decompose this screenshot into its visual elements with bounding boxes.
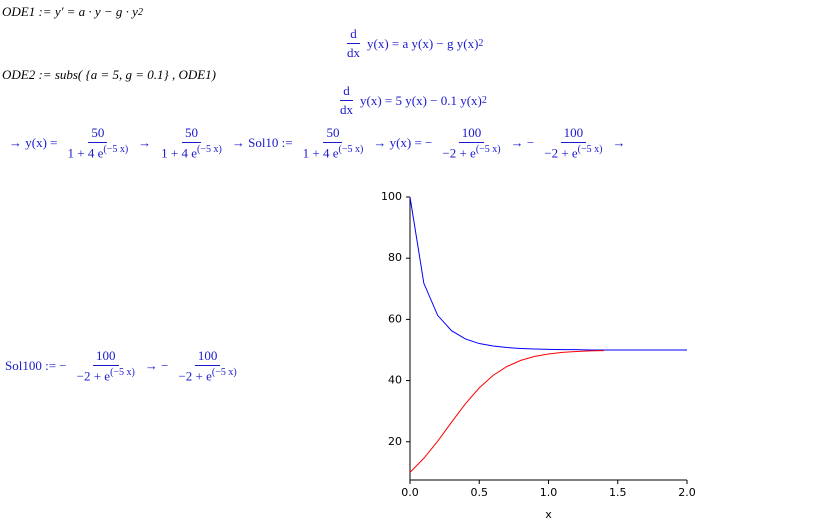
ode2-input: ODE2 := subs( {a = 5, g = 0.1} , ODE1) (2, 67, 216, 83)
ode2-output: d dx y(x) = 5 y(x) − 0.1 y(x) 2 (333, 83, 487, 118)
text: dx (340, 102, 353, 117)
derivative: d dx (337, 83, 356, 118)
y-tick-label: 80 (388, 251, 402, 264)
exponent: 2 (481, 95, 487, 106)
x-tick-label: 1.5 (609, 486, 627, 499)
prefix: → y(x) = − (373, 135, 433, 151)
prefix: → (138, 135, 152, 151)
text: d (347, 26, 360, 44)
exponent: 2 (478, 38, 484, 49)
y-tick-label: 40 (388, 374, 402, 387)
text: −2 + e (178, 368, 212, 384)
prefix: → − (510, 135, 535, 151)
fraction: 50 1 + 4 e(−5 x) (300, 125, 367, 161)
y-tick-label: 20 (388, 435, 402, 448)
fraction: 100 −2 + e(−5 x) (541, 125, 605, 161)
exponent: (−5 x) (577, 144, 603, 155)
text: −2 + e (76, 368, 111, 384)
exponent: (−5 x) (338, 144, 364, 155)
y-tick-label: 60 (388, 312, 402, 325)
exponent: (−5 x) (103, 144, 129, 155)
arrow: → (612, 135, 626, 151)
y-tick-label: 100 (381, 190, 402, 203)
ode1-output: d dx y(x) = a y(x) − g y(x) 2 (340, 26, 483, 61)
line (409, 350, 604, 473)
text: 1 + 4 e (161, 145, 198, 161)
text: y(x) = 5 y(x) − 0.1 y(x) (360, 92, 482, 108)
exponent: (−5 x) (197, 144, 222, 155)
exponent: 2 (137, 6, 143, 18)
denominator: −2 + e(−5 x) (541, 143, 605, 161)
prefix: → y(x) = (9, 135, 58, 151)
x-axis-label: x (545, 508, 552, 521)
numerator: 50 (323, 125, 343, 143)
numerator: 100 (560, 125, 587, 143)
prefix: → − (144, 358, 169, 374)
denominator: −2 + e(−5 x) (74, 366, 138, 384)
exponent: (−5 x) (475, 144, 501, 155)
denominator: −2 + e(−5 x) (439, 143, 503, 161)
fraction: 50 1 + 4 e(−5 x) (158, 125, 225, 161)
text: ODE2 := subs( {a = 5, g = 0.1} , ODE1) (2, 67, 217, 82)
numerator: 50 (88, 125, 108, 143)
denominator: 1 + 4 e(−5 x) (300, 143, 367, 161)
text: 1 + 4 e (302, 145, 339, 161)
text: −2 + e (442, 145, 476, 161)
denominator: −2 + e(−5 x) (175, 366, 239, 384)
fraction: 100 −2 + e(−5 x) (439, 125, 503, 161)
fraction: 50 1 + 4 e(−5 x) (65, 125, 132, 161)
line (409, 196, 687, 351)
text: 1 + 4 e (67, 145, 104, 161)
text: dx (347, 45, 360, 60)
x-tick-label: 2.0 (678, 486, 696, 499)
prefix: → Sol10 := (231, 135, 293, 151)
fraction: 100 −2 + e(−5 x) (175, 348, 239, 384)
exponent: (−5 x) (211, 367, 237, 378)
text: ODE1 := y' = a · y − g · y (2, 4, 138, 19)
derivative: d dx (344, 26, 363, 61)
x-tick-label: 0.0 (401, 486, 419, 499)
text: y(x) = a y(x) − g y(x) (367, 35, 479, 51)
x-tick-label: 1.0 (540, 486, 558, 499)
sol100-row: Sol100 := −100 −2 + e(−5 x) → −100 −2 + e(−… (2, 348, 244, 384)
denominator: 1 + 4 e(−5 x) (65, 143, 132, 161)
solutions-row: → y(x) = 50 1 + 4 e(−5 x) → 50 1 + 4 e(−5 x) →… (6, 125, 628, 161)
numerator: 100 (93, 348, 119, 366)
numerator: 100 (194, 348, 221, 366)
text: −2 + e (544, 145, 578, 161)
exponent: (−5 x) (110, 367, 135, 378)
prefix: Sol100 := − (5, 358, 67, 374)
denominator: 1 + 4 e(−5 x) (158, 143, 225, 161)
fraction: 100 −2 + e(−5 x) (74, 348, 138, 384)
text: d (340, 83, 353, 101)
numerator: 50 (182, 125, 201, 143)
x-tick-label: 0.5 (471, 486, 489, 499)
numerator: 100 (458, 125, 485, 143)
